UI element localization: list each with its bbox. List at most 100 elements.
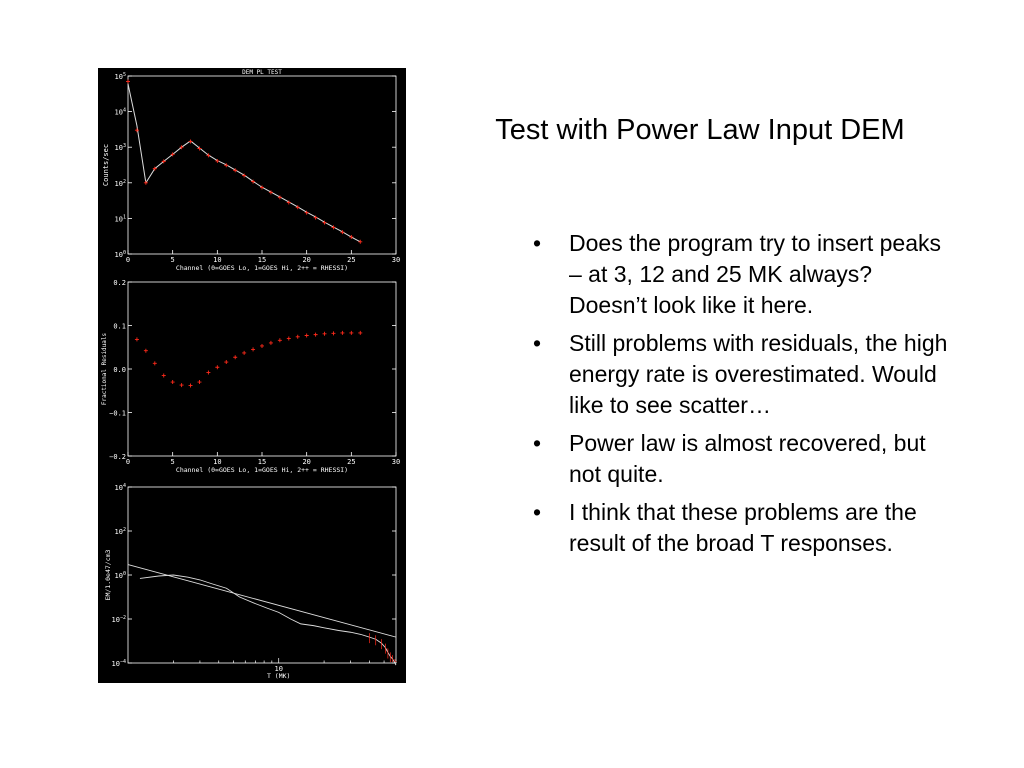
residual-point — [233, 355, 238, 360]
observed-count-point — [251, 179, 256, 184]
x-axis-label: T (MK) — [267, 672, 290, 680]
residual-point — [170, 380, 175, 385]
idl-figure: DEM PL TEST 100 101 102 103 104 105 0 5 10 15 20 25 3… — [98, 68, 406, 683]
observed-count-point — [260, 185, 264, 190]
y-tick-label: 102 — [115, 179, 126, 188]
y-tick-label: −0.1 — [109, 410, 126, 418]
x-tick-label: 5 — [171, 458, 175, 466]
power-law-line — [127, 564, 397, 638]
residual-point — [206, 370, 211, 375]
observed-count-point — [152, 166, 157, 171]
y-axis-label: Counts/sec — [102, 144, 110, 186]
bullet-text: Does the program try to insert peaks – a… — [569, 230, 941, 318]
x-axis-label: Channel (0=GOES Lo, 1=GOES Hi, 2++ = RHE… — [176, 264, 348, 272]
bullet-text: I think that these problems are the resu… — [569, 499, 917, 556]
x-tick-label: 10 — [213, 458, 221, 466]
residual-point — [134, 337, 139, 342]
residual-point — [358, 330, 363, 335]
observed-count-point — [277, 195, 282, 200]
residuals-plot-frame — [127, 281, 397, 457]
y-tick-label: 10−4 — [112, 659, 126, 668]
residual-point — [304, 333, 309, 338]
residual-point — [152, 361, 157, 366]
slide-title: Test with Power Law Input DEM — [495, 114, 905, 146]
bullet-item: • I think that these problems are the res… — [533, 497, 953, 559]
bullet-dot: • — [533, 230, 542, 256]
y-tick-label: 100 — [115, 571, 126, 580]
y-tick-label: 102 — [115, 527, 126, 536]
bullet-dot: • — [533, 330, 542, 356]
x-tick-label: 5 — [171, 256, 175, 264]
bullet-item: • Does the program try to insert peaks – … — [533, 228, 953, 321]
x-tick-label: 10 — [274, 665, 282, 673]
x-tick-label: 20 — [302, 458, 310, 466]
observed-count-point — [197, 146, 202, 151]
bullet-dot: • — [533, 430, 542, 456]
residual-point — [242, 350, 247, 355]
y-tick-label: 0.1 — [113, 323, 126, 331]
residual-point — [340, 330, 345, 335]
y-tick-label: 0.2 — [113, 279, 126, 287]
y-tick-label: 104 — [115, 108, 126, 117]
observed-count-point — [134, 128, 139, 133]
bullet-item: • Still problems with residuals, the high… — [533, 328, 953, 421]
observed-count-point — [304, 210, 309, 215]
observed-count-point — [268, 190, 273, 195]
residual-point — [161, 373, 166, 378]
x-tick-label: 25 — [347, 256, 355, 264]
observed-count-point — [170, 152, 175, 157]
residual-point — [295, 334, 300, 339]
residual-point — [260, 343, 264, 348]
x-tick-label: 20 — [302, 256, 310, 264]
y-tick-label: 105 — [115, 72, 126, 81]
residual-point — [143, 348, 148, 353]
residual-point — [251, 347, 256, 352]
observed-count-point — [242, 173, 247, 178]
bullet-list: • Does the program try to insert peaks – … — [533, 228, 953, 566]
observed-count-point — [286, 200, 291, 205]
residual-point — [197, 380, 202, 385]
residual-point — [179, 383, 184, 388]
residual-point — [215, 365, 220, 370]
x-tick-label: 30 — [392, 256, 400, 264]
observed-count-point — [215, 158, 220, 163]
recovered-dem-line — [139, 574, 397, 666]
observed-count-point — [179, 145, 184, 150]
observed-count-point — [126, 79, 130, 84]
model-counts-line — [127, 83, 361, 243]
observed-count-point — [349, 235, 354, 240]
y-tick-label: 103 — [115, 143, 126, 152]
residual-point — [331, 331, 336, 336]
x-tick-label: 15 — [258, 458, 266, 466]
observed-count-point — [161, 159, 166, 164]
x-axis-label: Channel (0=GOES Lo, 1=GOES Hi, 2++ = RHE… — [176, 466, 348, 474]
residual-point — [188, 383, 193, 388]
observed-count-point — [331, 225, 336, 230]
residual-point — [268, 340, 273, 345]
x-tick-label: 30 — [392, 458, 400, 466]
observed-count-point — [358, 239, 363, 244]
x-tick-label: 0 — [126, 458, 130, 466]
bullet-item: • Power law is almost recovered, but not … — [533, 428, 953, 490]
residual-point — [286, 336, 291, 341]
x-tick-label: 10 — [213, 256, 221, 264]
y-tick-label: 104 — [115, 483, 126, 492]
residual-point — [277, 338, 282, 343]
plot-title: DEM PL TEST — [242, 69, 282, 76]
bullet-dot: • — [533, 499, 542, 525]
observed-count-point — [322, 220, 327, 225]
y-tick-label: 100 — [115, 250, 126, 259]
observed-count-point — [233, 168, 238, 173]
x-tick-label: 0 — [126, 256, 130, 264]
observed-count-point — [313, 215, 318, 220]
observed-count-point — [143, 180, 148, 185]
y-tick-label: 101 — [115, 214, 126, 223]
residual-point — [349, 330, 354, 335]
counts-plot-frame — [127, 75, 397, 255]
x-tick-label: 15 — [258, 256, 266, 264]
residual-point — [322, 331, 327, 336]
observed-count-point — [340, 230, 345, 235]
observed-count-point — [295, 205, 300, 210]
x-tick-label: 25 — [347, 458, 355, 466]
